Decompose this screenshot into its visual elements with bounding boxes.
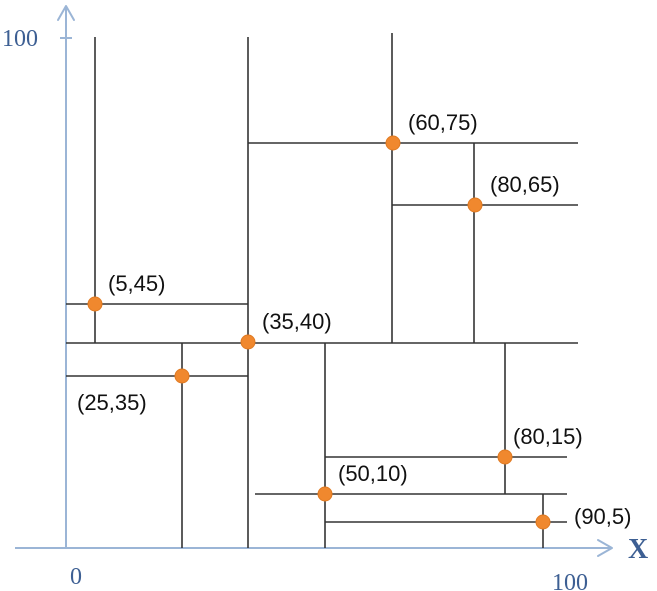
point-label-80-15: (80,15) [513,424,583,449]
origin-label: 0 [70,564,82,590]
point-label-25-35: (25,35) [77,390,147,415]
x-axis-name: X [628,534,648,565]
point-35-40 [240,334,256,350]
point-label-90-5: (90,5) [574,504,631,529]
point-80-65 [467,197,483,213]
point-60-75 [385,135,401,151]
x-axis-max-label: 100 [552,570,588,591]
point-90-5 [535,514,551,530]
point-label-5-45: (5,45) [108,271,165,296]
point-label-50-10: (50,10) [338,461,408,486]
data-points: (60,75) (80,65) (5,45) (35,40) (25,35) (… [77,110,631,530]
point-label-60-75: (60,75) [408,110,478,135]
point-50-10 [317,486,333,502]
point-25-35 [174,368,190,384]
x-axis-arrowhead [597,539,613,557]
point-label-35-40: (35,40) [262,309,332,334]
point-label-80-65: (80,65) [490,172,560,197]
point-80-15 [497,449,513,465]
point-5-45 [87,296,103,312]
partition-lines [66,33,578,548]
axes: 100 0 100 X [2,5,648,591]
y-axis-arrowhead [57,5,75,21]
y-axis-max-label: 100 [2,26,38,52]
